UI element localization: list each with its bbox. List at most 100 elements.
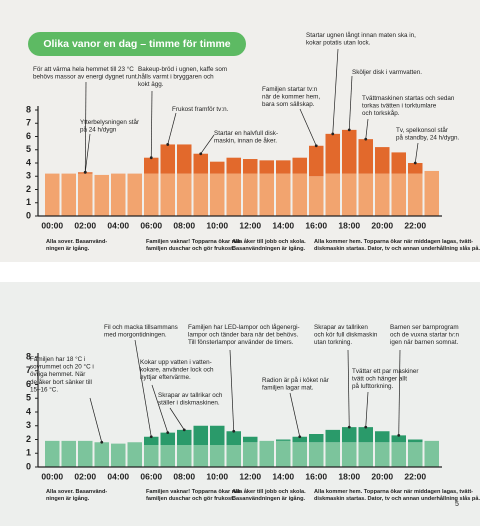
leader-dot [232, 429, 236, 433]
annotation: Skrapar av tallriken [314, 324, 368, 331]
footnote: ningen är igång. [46, 245, 90, 252]
footnote: Basanvändningen är igång. [232, 245, 305, 252]
bar-segment [144, 436, 159, 445]
x-tick-label: 04:00 [107, 220, 129, 230]
annotation: tvätt och hänger allt [352, 376, 407, 383]
leader-dot [413, 161, 417, 165]
bar-segment [226, 431, 241, 445]
leader-dot [182, 428, 186, 432]
bar-segment [259, 173, 274, 216]
bar-segment [342, 442, 357, 467]
bar-segment [375, 173, 390, 216]
leader-line [167, 112, 177, 145]
leader-line [169, 407, 185, 431]
bar-segment [309, 434, 324, 443]
bar-segment [193, 173, 208, 216]
x-tick-label: 10:00 [206, 471, 228, 481]
bar-segment [375, 442, 390, 467]
bar-segment [144, 173, 159, 216]
annotation: För att värma hela hemmet till 23 °C [33, 65, 134, 73]
footnote: Familjen vaknar! Topparna ökar när [146, 239, 241, 245]
bar-segment [243, 442, 258, 467]
bar-segment [375, 147, 390, 174]
leader-dot [83, 170, 87, 174]
x-tick-label: 00:00 [41, 220, 63, 230]
bar-segment [160, 173, 175, 216]
leader-line [348, 75, 353, 130]
y-tick-label: 2 [26, 434, 31, 444]
bar-segment [177, 445, 192, 467]
x-tick-label: 14:00 [272, 220, 294, 230]
annotation: behövs massor av energi dygnet runt. [33, 74, 139, 81]
annotation: 15–16 °C. [30, 385, 58, 393]
bar-segment [358, 139, 373, 174]
title-pill [28, 32, 246, 56]
leader-dot [331, 132, 335, 136]
y-tick-label: 3 [26, 171, 31, 181]
annotation: igen när barnen somnat. [390, 339, 459, 346]
footnote: familjen duschar och gör frukost. [146, 246, 235, 252]
bar-segment [292, 436, 307, 443]
annotation: på 24 h/dygn [80, 126, 117, 134]
leader-line [414, 142, 419, 164]
leader-line [134, 339, 152, 437]
bottom-panel [0, 282, 480, 526]
bar-segment [243, 436, 258, 443]
annotation: Barnen ser barnprogram [390, 324, 459, 331]
bar-segment [292, 157, 307, 174]
bar-segment [210, 425, 225, 445]
bar-segment [424, 170, 439, 216]
leader-dot [314, 144, 318, 148]
x-tick-label: 02:00 [74, 220, 96, 230]
x-tick-label: 18:00 [338, 220, 360, 230]
annotation: Ytterbelysningen står [80, 118, 139, 126]
leader-line [150, 90, 153, 158]
bar-segment [78, 173, 93, 216]
title: Olika vanor en dag – timme för timme [43, 38, 230, 50]
bar-segment [276, 439, 291, 441]
bar-segment [210, 161, 225, 174]
annotation: sovrummet och 20 °C i [30, 363, 94, 371]
annotation: Tv, spelkonsol står [396, 126, 448, 134]
bar-segment [408, 163, 423, 174]
bar-segment [424, 440, 439, 467]
bar-segment [61, 440, 76, 467]
bar-segment [111, 173, 126, 216]
leader-dot [347, 425, 351, 429]
annotation: Fil och macka tillsammans [104, 324, 178, 331]
bar-segment [45, 440, 60, 467]
x-tick-label: 00:00 [41, 471, 63, 481]
y-tick-label: 5 [26, 144, 31, 154]
x-tick-label: 06:00 [140, 471, 162, 481]
bar-segment [144, 157, 159, 174]
y-tick-label: 8 [26, 104, 31, 114]
bar-segment [276, 173, 291, 216]
annotation: kokar potatis utan lock. [306, 40, 371, 47]
bar-segment [193, 445, 208, 467]
y-tick-label: 4 [26, 157, 31, 167]
bar-segment [325, 173, 340, 216]
y-tick-label: 6 [26, 131, 31, 141]
annotation: Startar en halvfull disk- [214, 130, 278, 137]
x-tick-label: 12:00 [239, 220, 261, 230]
bar-segment [160, 144, 175, 174]
bar-segment [408, 439, 423, 443]
bar-segment [61, 173, 76, 216]
y-tick-label: 7 [26, 118, 31, 128]
annotation: Startar ugnen långt innan maten ska in, [306, 31, 416, 39]
bar-segment [325, 442, 340, 467]
footnote: Alla kommer hem. Topparna ökar när midda… [314, 239, 473, 245]
bar-segment [193, 153, 208, 174]
annotation: på standby, 24 h/dygn. [396, 134, 459, 142]
leader-dot [364, 137, 368, 141]
leader-line [84, 81, 87, 173]
annotation: och torkskåp. [362, 109, 400, 117]
leader-dot [100, 440, 104, 444]
annotation: och kör full diskmaskin [314, 332, 378, 339]
annotation: Radion är på i köket när [262, 376, 329, 384]
annotation: Kokar upp vatten i vatten- [140, 359, 212, 366]
bar-segment [45, 173, 60, 216]
x-tick-label: 10:00 [206, 220, 228, 230]
bar-segment [243, 173, 258, 216]
